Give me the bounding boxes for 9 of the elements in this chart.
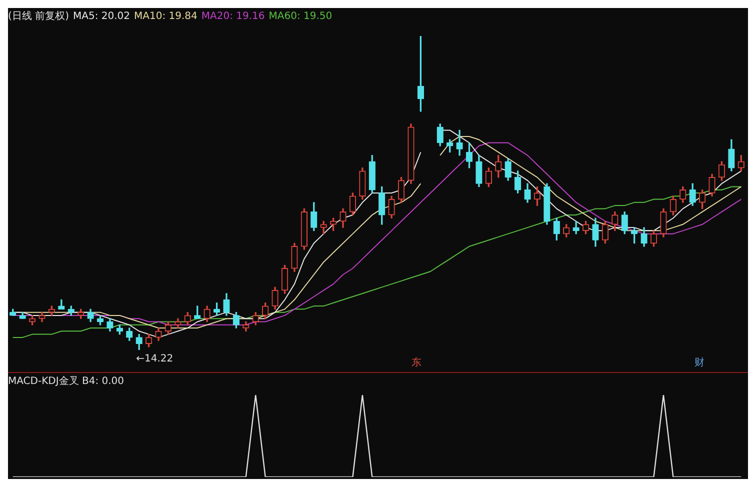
chart-title: (日线 前复权)	[8, 11, 69, 22]
text: 财	[694, 356, 705, 369]
text: MA60: 19.50	[268, 11, 332, 22]
text: MA20: 19.16	[201, 11, 265, 22]
text: MA10: 19.84	[134, 11, 198, 22]
text: ←14.22	[136, 354, 174, 365]
text: MA5: 20.02	[72, 11, 130, 22]
text: 东	[411, 356, 422, 369]
chart-title: MACD-KDJ金叉 B4: 0.00	[8, 376, 124, 387]
